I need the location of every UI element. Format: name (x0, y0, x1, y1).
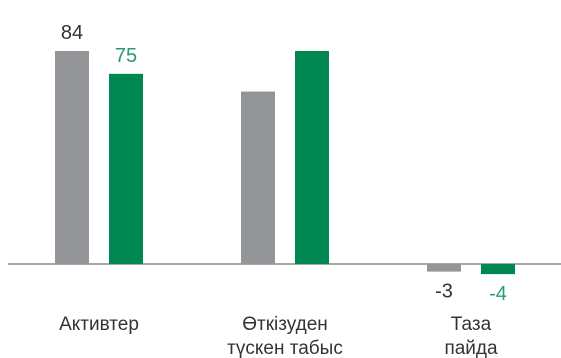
category-label-2: Өткізуден түскен табыс (227, 314, 343, 358)
category-label-2-line-2: түскен табыс (227, 338, 343, 358)
data-label-series2-cat1: 75 (115, 45, 137, 67)
bar-series2-cat3 (481, 264, 515, 275)
category-label-3-line-1: Таза (451, 314, 492, 335)
data-label-series2-cat3: -4 (489, 283, 507, 305)
category-label-3-line-2: пайда (444, 338, 498, 358)
bar-series2-cat1 (109, 73, 143, 264)
bar-series1-cat1 (55, 51, 89, 264)
bar-series1-cat3 (427, 264, 461, 272)
bar-series2-cat2 (295, 51, 329, 264)
data-label-series1-cat1: 84 (61, 22, 83, 44)
category-label-2-line-1: Өткізуден (242, 314, 328, 335)
bars-group (55, 51, 515, 275)
category-label-1: Активтер (59, 314, 139, 335)
value-labels-group: 84 -3 75 -4 (61, 22, 507, 305)
category-label-3: Таза пайда (444, 314, 498, 358)
data-label-series1-cat3: -3 (435, 281, 453, 303)
bar-series1-cat2 (241, 91, 275, 264)
category-label-1-line-1: Активтер (59, 314, 139, 335)
category-labels-group: Активтер Өткізуден түскен табыс Таза пайда (59, 314, 498, 358)
